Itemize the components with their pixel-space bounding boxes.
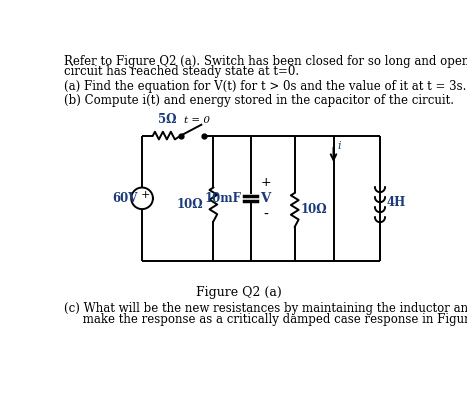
Text: circuit has reached steady state at t=0.: circuit has reached steady state at t=0. <box>64 65 299 79</box>
Text: Figure Q2 (a): Figure Q2 (a) <box>196 286 282 300</box>
Text: 5Ω: 5Ω <box>158 113 176 125</box>
Text: 10mF: 10mF <box>205 192 241 205</box>
Text: (b) Compute i(t) and energy stored in the capacitor of the circuit.: (b) Compute i(t) and energy stored in th… <box>64 94 454 107</box>
Text: 10Ω: 10Ω <box>301 203 327 216</box>
Text: Refer to Figure Q2 (a). Switch has been closed for so long and open at t = 0 s. : Refer to Figure Q2 (a). Switch has been … <box>64 55 467 69</box>
Text: (c) What will be the new resistances by maintaining the inductor and capacitor v: (c) What will be the new resistances by … <box>64 302 467 315</box>
Text: V: V <box>260 192 270 205</box>
Text: +: + <box>261 176 271 189</box>
Text: (a) Find the equation for V(t) for t > 0s and the value of it at t = 3s.: (a) Find the equation for V(t) for t > 0… <box>64 80 466 93</box>
Text: +: + <box>141 190 150 200</box>
Text: 10Ω: 10Ω <box>177 198 203 211</box>
Text: t = 0: t = 0 <box>184 116 210 125</box>
Text: 4H: 4H <box>387 196 406 209</box>
Text: -: - <box>264 208 269 222</box>
Text: i: i <box>337 141 341 151</box>
Text: 60V: 60V <box>113 192 138 205</box>
Text: make the response as a critically damped case response in Figure Q2(a) above.: make the response as a critically damped… <box>64 313 467 326</box>
